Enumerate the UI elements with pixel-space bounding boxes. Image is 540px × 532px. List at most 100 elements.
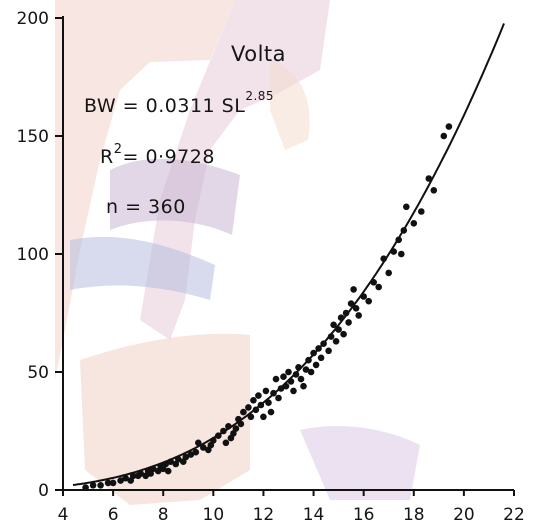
- data-point: [175, 456, 182, 463]
- data-point: [187, 451, 195, 458]
- data-point: [267, 408, 275, 416]
- chart-title: Volta: [231, 42, 287, 66]
- data-point: [149, 465, 157, 473]
- data-point: [210, 437, 217, 444]
- data-point: [275, 394, 282, 402]
- equation-text: BW = 0.0311 SL: [84, 95, 246, 117]
- data-point: [330, 321, 337, 329]
- x-tick-label: 22: [503, 505, 525, 525]
- r-squared-power: 2: [113, 142, 123, 157]
- data-point: [340, 330, 347, 338]
- data-point: [418, 208, 425, 215]
- data-point: [245, 404, 252, 411]
- university-crest-watermark: [55, 0, 420, 505]
- data-point: [270, 389, 277, 397]
- data-point: [89, 482, 97, 489]
- data-point: [365, 297, 373, 305]
- data-points: [82, 123, 453, 491]
- data-point: [332, 338, 340, 345]
- data-point: [255, 392, 262, 399]
- data-point: [395, 236, 403, 244]
- data-point: [164, 467, 172, 475]
- data-point: [403, 203, 410, 211]
- data-point: [398, 250, 405, 258]
- data-point: [440, 132, 448, 140]
- x-tick-label: 16: [353, 505, 375, 525]
- data-point: [280, 373, 287, 381]
- data-point: [162, 460, 169, 468]
- data-point: [320, 340, 327, 348]
- r-squared-symbol: R: [100, 146, 114, 168]
- equation-label: BW = 0.0311 SL2.85: [84, 89, 274, 117]
- data-point: [305, 356, 312, 364]
- data-point: [109, 479, 117, 487]
- data-point: [385, 269, 393, 277]
- data-point: [215, 432, 222, 440]
- data-point: [232, 425, 240, 432]
- data-point: [307, 368, 315, 376]
- data-point: [97, 482, 104, 489]
- y-tick-label: 0: [38, 481, 49, 501]
- data-point: [240, 408, 247, 416]
- data-point: [265, 399, 272, 407]
- data-point: [312, 361, 320, 369]
- data-point: [222, 439, 230, 447]
- data-point: [317, 354, 325, 362]
- data-point: [315, 345, 322, 352]
- data-point: [350, 286, 357, 293]
- data-point: [310, 349, 317, 357]
- data-point: [370, 279, 378, 286]
- equation-exponent: 2.85: [245, 89, 275, 103]
- data-point: [282, 382, 290, 390]
- data-point: [445, 123, 453, 130]
- data-point: [297, 375, 305, 383]
- y-tick-label: 150: [17, 127, 49, 147]
- data-point: [277, 385, 285, 392]
- x-tick-label: 14: [303, 505, 325, 525]
- data-point: [252, 406, 260, 414]
- y-tick-label: 200: [17, 9, 49, 29]
- r-squared-value: = 0·9728: [122, 146, 215, 168]
- data-point: [347, 300, 355, 307]
- x-tick-label: 18: [403, 505, 425, 525]
- data-point: [410, 220, 418, 227]
- x-axis-ticks: 4 6 8 10 12 14 16 18 20 22: [58, 490, 525, 525]
- data-point: [285, 368, 292, 376]
- data-point: [260, 413, 267, 421]
- data-point: [300, 382, 307, 390]
- data-point: [355, 312, 363, 319]
- data-point: [295, 364, 302, 371]
- x-tick-label: 10: [203, 505, 225, 525]
- sample-size-label: n = 360: [106, 196, 186, 218]
- data-point: [137, 470, 144, 477]
- data-point: [262, 387, 270, 395]
- data-point: [390, 248, 398, 255]
- r-squared-label: R2= 0·9728: [100, 142, 215, 168]
- data-point: [225, 423, 232, 430]
- data-point: [287, 378, 295, 385]
- x-tick-label: 8: [158, 505, 169, 525]
- x-tick-label: 4: [58, 505, 69, 525]
- data-point: [257, 401, 265, 409]
- y-tick-label: 50: [27, 363, 49, 383]
- data-point: [167, 458, 174, 466]
- x-tick-label: 20: [453, 505, 475, 525]
- data-point: [182, 453, 190, 461]
- data-point: [247, 413, 255, 421]
- y-tick-label: 100: [17, 245, 49, 265]
- data-point: [325, 347, 332, 355]
- data-point: [290, 387, 297, 395]
- data-point: [129, 472, 137, 480]
- data-point: [117, 477, 124, 484]
- y-axis-ticks: 0 50 100 150 200: [17, 9, 63, 501]
- data-point: [237, 420, 245, 428]
- data-point: [200, 444, 207, 451]
- data-point: [425, 175, 433, 182]
- data-point: [272, 375, 280, 383]
- data-point: [380, 255, 388, 262]
- x-tick-label: 12: [253, 505, 275, 525]
- data-point: [104, 479, 112, 487]
- data-point: [335, 326, 342, 333]
- data-point: [337, 314, 345, 322]
